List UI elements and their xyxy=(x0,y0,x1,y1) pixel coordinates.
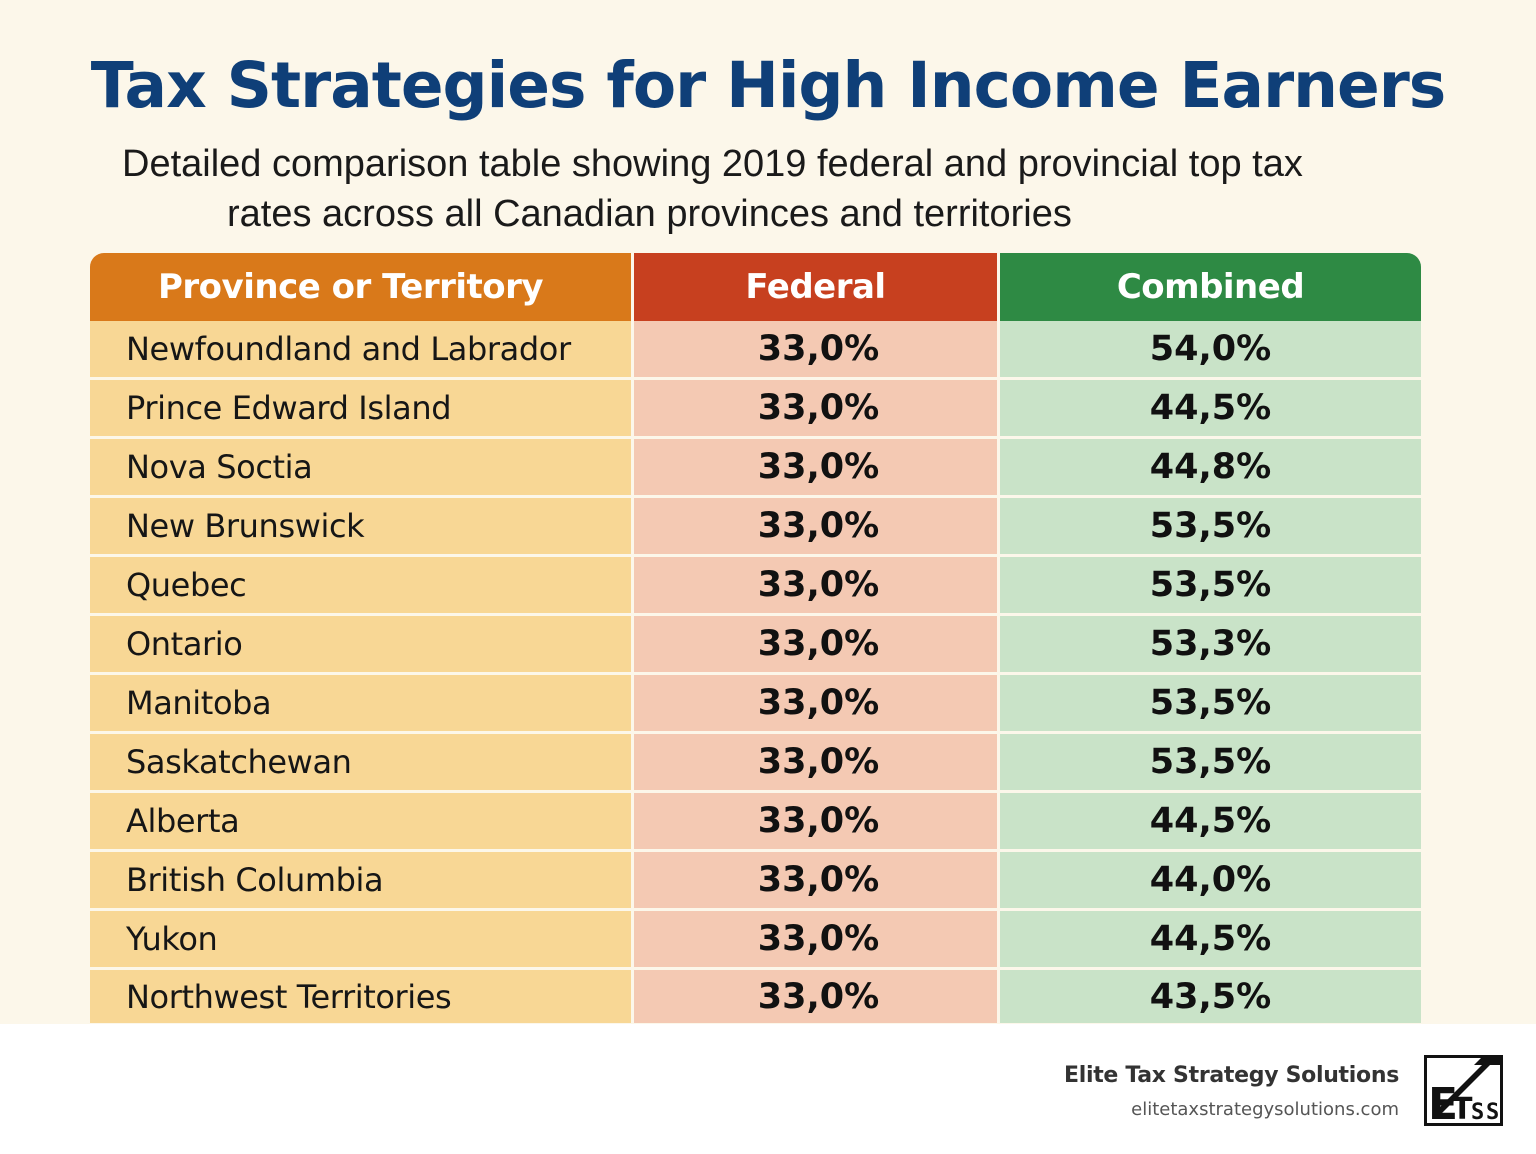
table-row: British Columbia 33,0% 44,0% xyxy=(90,852,1421,908)
table-row: Alberta 33,0% 44,5% xyxy=(90,793,1421,849)
table-row: Yukon 33,0% 44,5% xyxy=(90,911,1421,967)
cell-province: Ontario xyxy=(90,616,631,672)
tax-rate-table: Province or Territory Federal Combined N… xyxy=(90,253,1421,1024)
table-row: Saskatchewan 33,0% 53,5% xyxy=(90,734,1421,790)
cell-federal: 33,0% xyxy=(634,675,997,731)
table-row: Prince Edward Island 33,0% 44,5% xyxy=(90,380,1421,436)
svg-text:S: S xyxy=(1471,1100,1484,1125)
table-header: Province or Territory Federal Combined xyxy=(90,253,1421,321)
cell-combined: 53,5% xyxy=(1000,675,1421,731)
cell-combined: 44,0% xyxy=(1000,852,1421,908)
cell-federal: 33,0% xyxy=(634,852,997,908)
cell-province: Saskatchewan xyxy=(90,734,631,790)
cell-combined: 54,0% xyxy=(1000,321,1421,377)
svg-text:T: T xyxy=(1452,1092,1473,1126)
table-row: New Brunswick 33,0% 53,5% xyxy=(90,498,1421,554)
cell-federal: 33,0% xyxy=(634,911,997,967)
cell-province: Northwest Territories xyxy=(90,970,631,1023)
cell-combined: 53,5% xyxy=(1000,498,1421,554)
cell-federal: 33,0% xyxy=(634,734,997,790)
cell-federal: 33,0% xyxy=(634,970,997,1023)
cell-federal: 33,0% xyxy=(634,321,997,377)
page-title: Tax Strategies for High Income Earners xyxy=(90,49,1447,122)
cell-federal: 33,0% xyxy=(634,498,997,554)
cell-federal: 33,0% xyxy=(634,793,997,849)
subtitle-line-1: Detailed comparison table showing 2019 f… xyxy=(122,143,1303,185)
cell-province: Quebec xyxy=(90,557,631,613)
cell-federal: 33,0% xyxy=(634,557,997,613)
cell-combined: 44,5% xyxy=(1000,380,1421,436)
subtitle-line-2: rates across all Canadian provinces and … xyxy=(227,193,1072,235)
page-subtitle: Detailed comparison table showing 2019 f… xyxy=(120,139,1420,239)
cell-federal: 33,0% xyxy=(634,616,997,672)
cell-province: Prince Edward Island xyxy=(90,380,631,436)
table-row: Manitoba 33,0% 53,5% xyxy=(90,675,1421,731)
cell-combined: 53,3% xyxy=(1000,616,1421,672)
cell-province: Yukon xyxy=(90,911,631,967)
cell-combined: 44,8% xyxy=(1000,439,1421,495)
table-row: Ontario 33,0% 53,3% xyxy=(90,616,1421,672)
cell-federal: 33,0% xyxy=(634,439,997,495)
cell-federal: 33,0% xyxy=(634,380,997,436)
brand-url: elitetaxstrategysolutions.com xyxy=(1131,1099,1399,1120)
table-row: Quebec 33,0% 53,5% xyxy=(90,557,1421,613)
cell-province: Nova Soctia xyxy=(90,439,631,495)
cell-combined: 53,5% xyxy=(1000,734,1421,790)
cell-combined: 53,5% xyxy=(1000,557,1421,613)
header-federal: Federal xyxy=(634,253,997,321)
table-row: Nova Soctia 33,0% 44,8% xyxy=(90,439,1421,495)
cell-province: New Brunswick xyxy=(90,498,631,554)
cell-province: Manitoba xyxy=(90,675,631,731)
svg-text:E: E xyxy=(1428,1079,1458,1126)
header-province: Province or Territory xyxy=(90,253,631,321)
table-row: Northwest Territories 33,0% 43,5% xyxy=(90,970,1421,1023)
header-combined: Combined xyxy=(1000,253,1421,321)
brand-name: Elite Tax Strategy Solutions xyxy=(1063,1063,1399,1088)
cell-province: Alberta xyxy=(90,793,631,849)
cell-combined: 44,5% xyxy=(1000,793,1421,849)
cell-province: British Columbia xyxy=(90,852,631,908)
table-row: Newfoundland and Labrador 33,0% 54,0% xyxy=(90,321,1421,377)
cell-province: Newfoundland and Labrador xyxy=(90,321,631,377)
svg-text:S: S xyxy=(1486,1100,1499,1125)
etss-logo-icon: E T S S xyxy=(1424,1055,1503,1130)
cell-combined: 43,5% xyxy=(1000,970,1421,1023)
cell-combined: 44,5% xyxy=(1000,911,1421,967)
table-body: Newfoundland and Labrador 33,0% 54,0% Pr… xyxy=(90,321,1421,1023)
